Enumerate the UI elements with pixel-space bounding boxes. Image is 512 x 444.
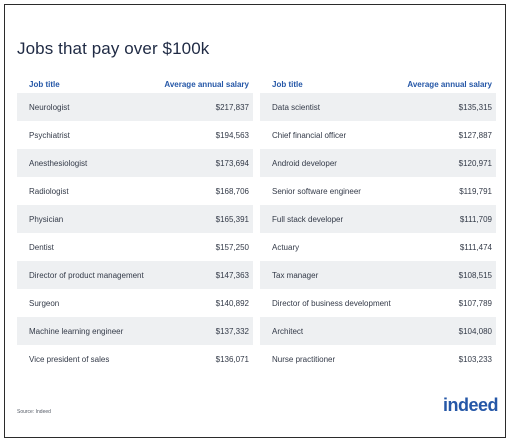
salary-cell: $107,789 <box>458 298 492 308</box>
table-row: Senior software engineer $119,791 <box>260 177 496 205</box>
job-title-cell: Android developer <box>272 158 337 168</box>
table-row: Nurse practitioner $103,233 <box>260 345 496 373</box>
table-body: Neurologist $217,837 Psychiatrist $194,563 A… <box>17 93 253 373</box>
table-row: Surgeon $140,892 <box>17 289 253 317</box>
table-row: Director of business development $107,789 <box>260 289 496 317</box>
job-title-header: Job title <box>29 79 60 89</box>
salary-cell: $135,315 <box>458 102 492 112</box>
job-title-cell: Dentist <box>29 242 54 252</box>
salary-header: Average annual salary <box>407 79 492 89</box>
salary-cell: $108,515 <box>458 270 492 280</box>
salary-cell: $127,887 <box>458 130 492 140</box>
job-title-header: Job title <box>272 79 303 89</box>
job-title-cell: Neurologist <box>29 102 70 112</box>
table-row: Chief financial officer $127,887 <box>260 121 496 149</box>
job-title-cell: Machine learning engineer <box>29 326 124 336</box>
table-row: Full stack developer $111,709 <box>260 205 496 233</box>
salary-cell: $136,071 <box>215 354 249 364</box>
table-row: Android developer $120,971 <box>260 149 496 177</box>
job-title-cell: Actuary <box>272 242 300 252</box>
job-title-cell: Anesthesiologist <box>29 158 88 168</box>
job-title-cell: Director of business development <box>272 298 391 308</box>
table-row: Psychiatrist $194,563 <box>17 121 253 149</box>
table-header: Job title Average annual salary <box>260 75 496 93</box>
salary-table-left: Job title Average annual salary Neurolog… <box>17 75 253 373</box>
salary-cell: $111,709 <box>459 214 492 224</box>
table-row: Machine learning engineer $137,332 <box>17 317 253 345</box>
job-title-cell: Surgeon <box>29 298 60 308</box>
job-title-cell: Senior software engineer <box>272 186 361 196</box>
salary-cell: $140,892 <box>215 298 249 308</box>
job-title-cell: Data scientist <box>272 102 321 112</box>
salary-cell: $137,332 <box>215 326 249 336</box>
salary-cell: $120,971 <box>458 158 492 168</box>
salary-cell: $119,791 <box>459 186 492 196</box>
job-title-cell: Tax manager <box>272 270 319 280</box>
table-row: Architect $104,080 <box>260 317 496 345</box>
salary-cell: $103,233 <box>458 354 492 364</box>
salary-cell: $194,563 <box>215 130 249 140</box>
salary-cell: $157,250 <box>215 242 249 252</box>
table-row: Radiologist $168,706 <box>17 177 253 205</box>
salary-header: Average annual salary <box>164 79 249 89</box>
salary-cell: $104,080 <box>458 326 492 336</box>
job-title-cell: Architect <box>272 326 304 336</box>
job-title-cell: Nurse practitioner <box>272 354 336 364</box>
job-title-cell: Director of product management <box>29 270 144 280</box>
salary-cell: $111,474 <box>459 242 492 252</box>
indeed-logo: indeed <box>443 395 499 415</box>
salary-cell: $165,391 <box>215 214 249 224</box>
table-body: Data scientist $135,315 Chief financial of… <box>260 93 496 373</box>
salary-cell: $147,363 <box>215 270 249 280</box>
job-title-cell: Psychiatrist <box>29 130 70 140</box>
table-row: Director of product management $147,363 <box>17 261 253 289</box>
salary-cell: $168,706 <box>215 186 249 196</box>
job-title-cell: Chief financial officer <box>272 130 347 140</box>
source-note: Source: Indeed <box>17 409 51 415</box>
table-header: Job title Average annual salary <box>17 75 253 93</box>
salary-cell: $217,837 <box>215 102 249 112</box>
job-title-cell: Physician <box>29 214 64 224</box>
job-title-cell: Vice president of sales <box>29 354 110 364</box>
salary-table-right: Job title Average annual salary Data sci… <box>260 75 496 373</box>
table-row: Anesthesiologist $173,694 <box>17 149 253 177</box>
table-row: Tax manager $108,515 <box>260 261 496 289</box>
table-row: Vice president of sales $136,071 <box>17 345 253 373</box>
table-row: Physician $165,391 <box>17 205 253 233</box>
table-row: Actuary $111,474 <box>260 233 496 261</box>
job-title-cell: Full stack developer <box>272 214 344 224</box>
table-row: Dentist $157,250 <box>17 233 253 261</box>
infographic-card: Jobs that pay over $100k Job title Avera… <box>4 4 506 438</box>
salary-cell: $173,694 <box>215 158 249 168</box>
job-title-cell: Radiologist <box>29 186 69 196</box>
table-row: Data scientist $135,315 <box>260 93 496 121</box>
table-row: Neurologist $217,837 <box>17 93 253 121</box>
page-title: Jobs that pay over $100k <box>17 39 210 58</box>
